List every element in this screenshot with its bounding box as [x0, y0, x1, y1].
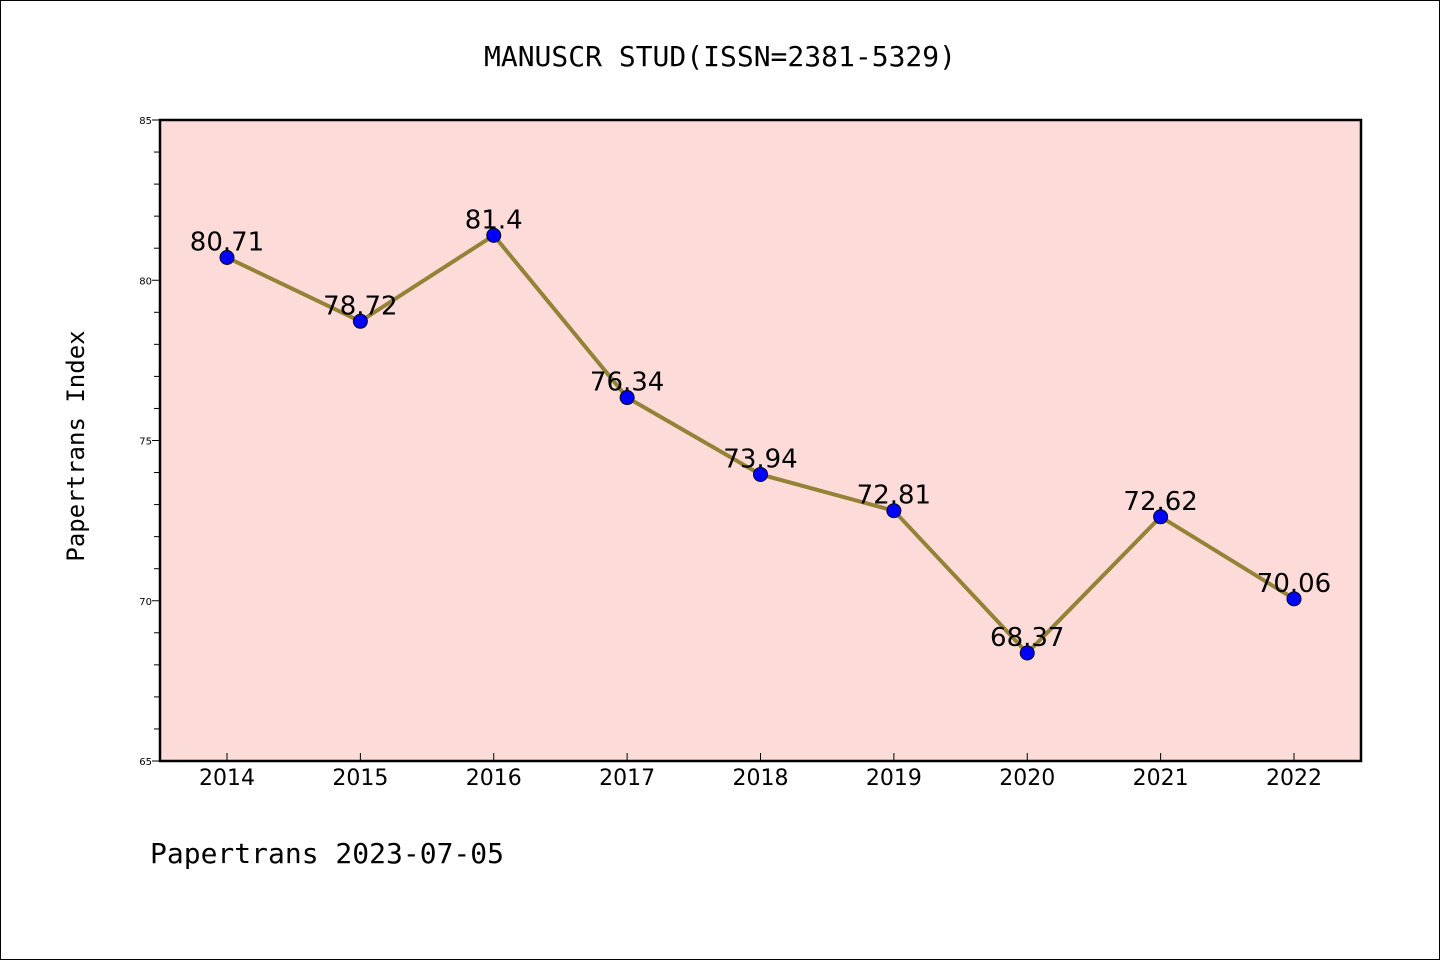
y-axis-label: Papertrans Index: [62, 330, 90, 561]
data-label: 73.94: [723, 444, 797, 474]
y-tick-label: 65: [139, 757, 152, 768]
data-point: [886, 503, 902, 519]
data-label: 81.4: [465, 205, 523, 235]
data-point: [1286, 591, 1302, 607]
x-tick-label: 2015: [332, 766, 388, 791]
data-point: [352, 313, 368, 329]
data-label: 80.71: [190, 227, 264, 257]
chart-title: MANUSCR STUD(ISSN=2381-5329): [484, 40, 956, 73]
y-tick-label: 70: [139, 597, 152, 608]
data-point: [219, 249, 235, 265]
data-label: 78.72: [323, 291, 397, 321]
x-tick-label: 2018: [733, 766, 789, 791]
x-tick-label: 2022: [1266, 766, 1322, 791]
data-label: 72.62: [1123, 487, 1197, 517]
data-point: [486, 227, 502, 243]
x-tick-label: 2017: [599, 766, 655, 791]
x-tick-label: 2016: [466, 766, 522, 791]
x-axis: 2014 2015 2016 2017 2018 2019 2020 2021 2022: [199, 753, 1322, 791]
y-tick-label: 80: [139, 276, 152, 287]
x-tick-label: 2019: [866, 766, 922, 791]
x-tick-label: 2021: [1133, 766, 1189, 791]
data-point: [619, 390, 635, 406]
data-label: 68.37: [990, 623, 1064, 653]
footer-date: Papertrans 2023-07-05: [150, 837, 504, 870]
y-tick-label: 75: [139, 437, 152, 448]
x-tick-label: 2020: [999, 766, 1055, 791]
y-axis: 65 70 75 80 85: [139, 116, 160, 768]
data-series: 80.71 78.72 81.4 76.34 73.94 72.81 68.37 72.62 7…: [190, 205, 1331, 661]
data-label: 70.06: [1257, 569, 1331, 599]
data-point: [1153, 509, 1169, 525]
data-label: 72.81: [857, 481, 931, 511]
y-tick-label: 85: [139, 116, 152, 127]
data-point: [753, 466, 768, 482]
data-point: [1019, 645, 1035, 661]
data-label: 76.34: [590, 368, 664, 398]
plot-area: [158, 118, 1363, 763]
x-tick-label: 2014: [199, 766, 255, 791]
